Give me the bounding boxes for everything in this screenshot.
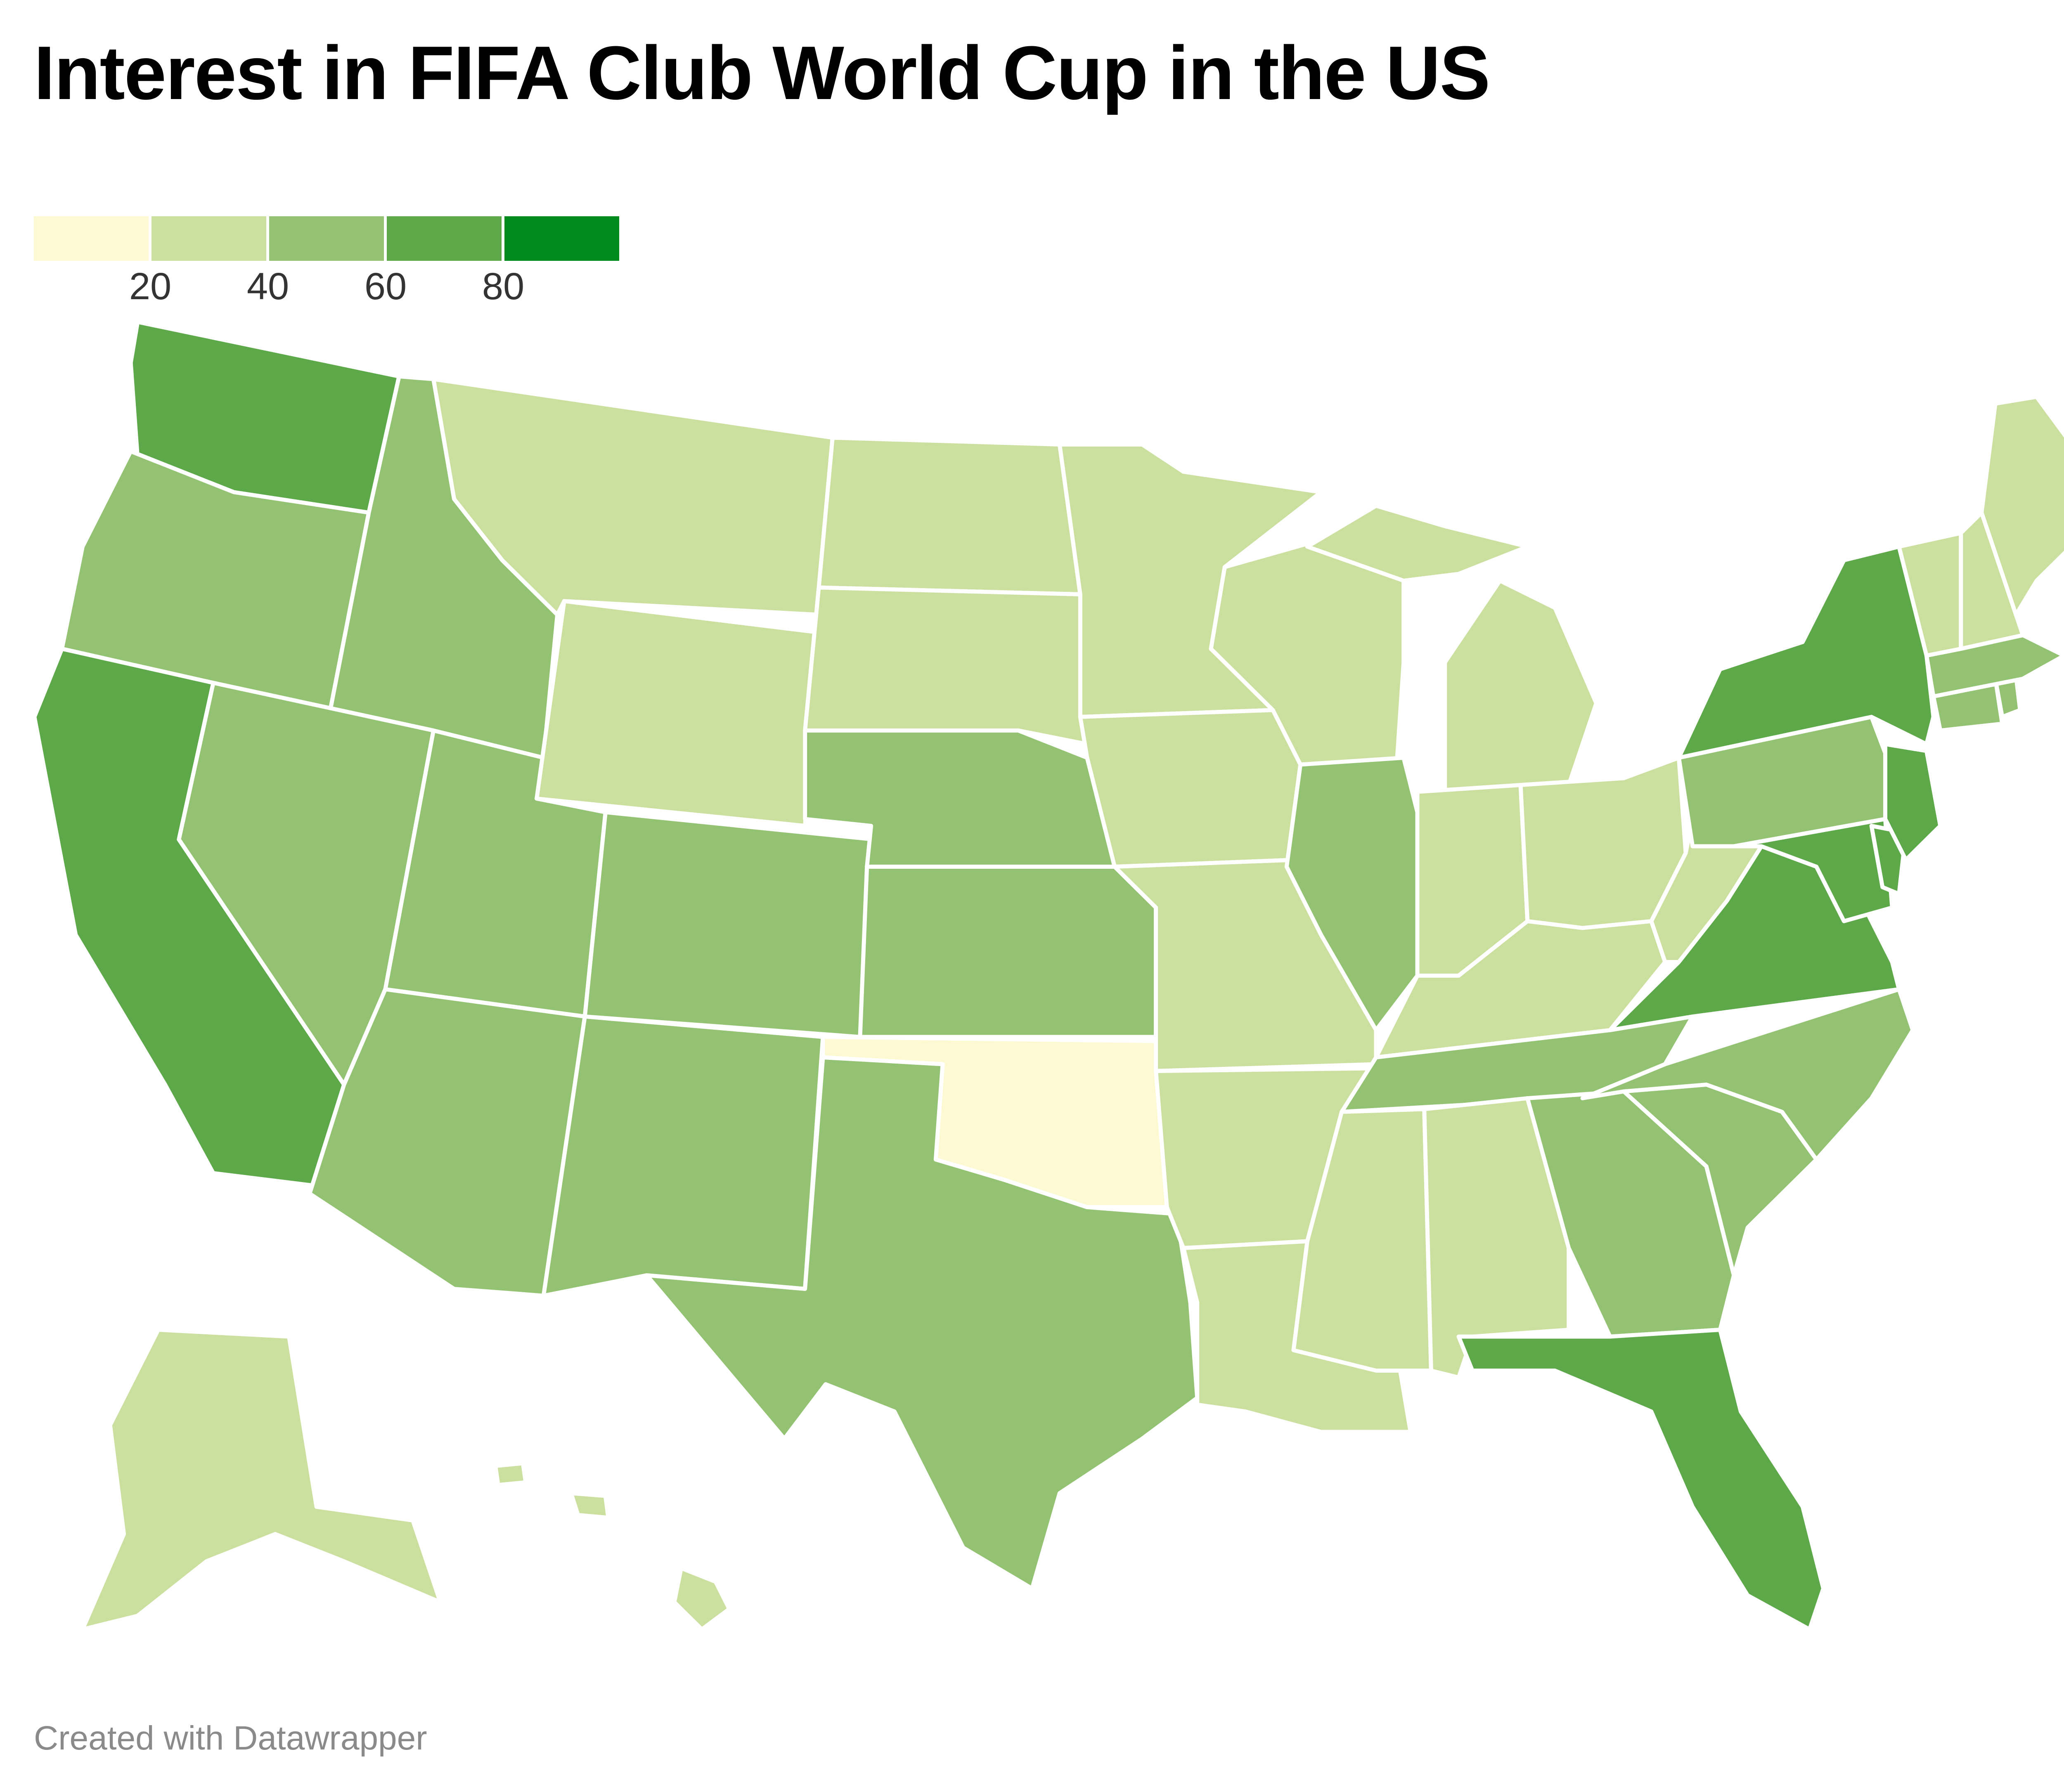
color-legend: 20 40 60 80: [34, 216, 620, 307]
legend-tick-label: 40: [246, 265, 289, 307]
state-new-york: [1676, 544, 1936, 760]
state-alaska: [80, 1328, 443, 1631]
legend-swatch-2: [151, 216, 266, 261]
state-wyoming: [535, 599, 821, 828]
chart-title: Interest in FIFA Club World Cup in the U…: [34, 30, 1490, 115]
state-texas: [644, 1055, 1200, 1591]
state-florida: [1456, 1328, 1825, 1631]
state-hawaii: [672, 1566, 731, 1631]
legend-tick-label: 20: [129, 265, 172, 307]
legend-swatch-4: [387, 216, 502, 261]
state-new-jersey: [1883, 742, 1943, 862]
legend-swatch-3: [269, 216, 384, 261]
legend-tick-label: 60: [364, 265, 407, 307]
state-hawaii-kauai: [493, 1461, 528, 1487]
state-maine: [1979, 395, 2064, 617]
legend-swatch-5: [504, 216, 619, 261]
map-svg: [32, 322, 2064, 1631]
state-illinois: [1284, 756, 1420, 1032]
state-south-dakota: [803, 585, 1089, 746]
state-shapes: [32, 322, 2064, 1631]
state-north-carolina: [1580, 987, 1915, 1162]
state-colorado: [582, 810, 876, 1039]
state-north-dakota: [817, 435, 1082, 596]
state-kansas: [858, 865, 1158, 1039]
us-choropleth-map: [0, 322, 2064, 1684]
state-michigan-upper: [1305, 504, 1530, 583]
legend-tick-label: 80: [482, 265, 525, 307]
legend-swatch-1: [34, 216, 149, 261]
state-new-hampshire: [1959, 511, 2025, 651]
credit-text: Created with Datawrapper: [34, 1719, 427, 1757]
state-michigan: [1443, 579, 1598, 794]
state-hawaii-oahu: [569, 1491, 611, 1520]
state-new-mexico: [541, 1014, 825, 1298]
